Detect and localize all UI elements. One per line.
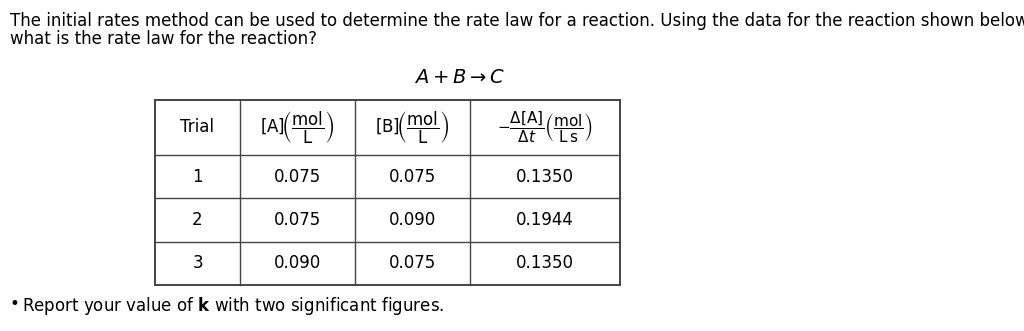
Text: 2: 2 bbox=[193, 211, 203, 229]
Text: 0.075: 0.075 bbox=[273, 211, 322, 229]
Text: 0.090: 0.090 bbox=[273, 255, 322, 272]
Text: $-\dfrac{\Delta[\mathrm{A}]}{\Delta t}\left(\dfrac{\mathrm{mol}}{\mathrm{L\,s}}\: $-\dfrac{\Delta[\mathrm{A}]}{\Delta t}\l… bbox=[497, 110, 593, 145]
Text: The initial rates method can be used to determine the rate law for a reaction. U: The initial rates method can be used to … bbox=[10, 12, 1024, 30]
Text: what is the rate law for the reaction?: what is the rate law for the reaction? bbox=[10, 30, 317, 48]
Text: $A + B \rightarrow C$: $A + B \rightarrow C$ bbox=[415, 68, 506, 87]
Text: 0.075: 0.075 bbox=[389, 255, 436, 272]
Text: 0.075: 0.075 bbox=[273, 167, 322, 185]
Text: Report your value of $\mathbf{k}$ with two significant figures.: Report your value of $\mathbf{k}$ with t… bbox=[22, 295, 444, 317]
Text: 0.1350: 0.1350 bbox=[516, 167, 574, 185]
Text: 0.1944: 0.1944 bbox=[516, 211, 573, 229]
Text: •: • bbox=[10, 295, 19, 313]
Text: 1: 1 bbox=[193, 167, 203, 185]
Text: 0.090: 0.090 bbox=[389, 211, 436, 229]
Text: $[\mathrm{B}]\!\left(\dfrac{\mathrm{mol}}{\mathrm{L}}\right)$: $[\mathrm{B}]\!\left(\dfrac{\mathrm{mol}… bbox=[375, 110, 450, 146]
Text: 0.1350: 0.1350 bbox=[516, 255, 574, 272]
Text: 0.075: 0.075 bbox=[389, 167, 436, 185]
Text: Trial: Trial bbox=[180, 118, 214, 136]
Text: $[\mathrm{A}]\!\left(\dfrac{\mathrm{mol}}{\mathrm{L}}\right)$: $[\mathrm{A}]\!\left(\dfrac{\mathrm{mol}… bbox=[260, 110, 335, 146]
Text: 3: 3 bbox=[193, 255, 203, 272]
